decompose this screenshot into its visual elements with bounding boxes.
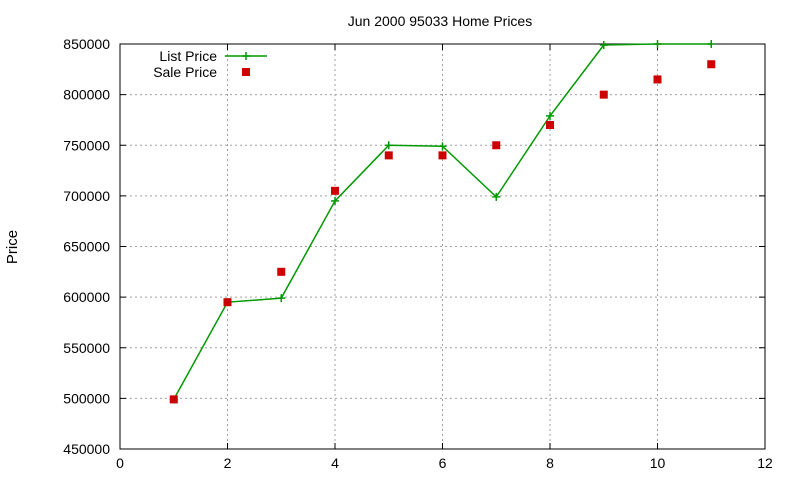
data-point — [492, 141, 501, 150]
data-point — [384, 151, 393, 160]
data-point — [653, 40, 662, 48]
y-tick-label: 450000 — [63, 441, 110, 457]
y-tick-label: 800000 — [63, 87, 110, 103]
series-line — [173, 43, 712, 400]
data-point — [277, 267, 286, 276]
data-point — [546, 121, 554, 129]
legend-swatch-marker — [242, 68, 250, 76]
series-layer — [169, 40, 716, 404]
x-tick-label: 2 — [224, 455, 232, 471]
legend-item: Sale Price — [153, 64, 250, 80]
x-tick-label: 0 — [116, 455, 124, 471]
y-tick-label: 550000 — [63, 340, 110, 356]
y-tick-label: 700000 — [63, 188, 110, 204]
data-point — [492, 192, 501, 201]
data-point — [438, 142, 447, 151]
x-tick-label: 6 — [439, 455, 447, 471]
data-point — [331, 186, 339, 195]
y-tick-label: 850000 — [63, 36, 110, 52]
data-point — [438, 151, 447, 160]
y-tick-label: 500000 — [63, 390, 110, 406]
legend-label: Sale Price — [153, 64, 217, 80]
legend-label: List Price — [159, 48, 217, 64]
data-point — [546, 111, 554, 120]
data-point — [599, 41, 608, 50]
y-tick-label: 750000 — [63, 137, 110, 153]
grid-layer — [120, 44, 765, 449]
chart-title: Jun 2000 95033 Home Prices — [348, 13, 532, 29]
data-point — [599, 90, 608, 99]
data-point — [277, 294, 286, 303]
y-tick-label: 600000 — [63, 289, 110, 305]
y-tick-label: 650000 — [63, 239, 110, 255]
x-tick-label: 8 — [546, 455, 554, 471]
data-point — [223, 298, 232, 307]
x-tick-label: 12 — [757, 455, 773, 471]
data-point — [653, 75, 662, 84]
data-point — [707, 60, 716, 69]
axes-layer: 0 2 4 6 8 10 12 450000 500000 550000 600000 650000 7… — [63, 36, 773, 471]
x-tick-label: 4 — [331, 455, 339, 471]
x-tick-label: 10 — [650, 455, 666, 471]
data-point — [331, 196, 339, 205]
legend-item: List Price — [159, 48, 267, 64]
series-sale-price — [169, 60, 716, 404]
data-point — [707, 40, 716, 48]
y-axis-label: Price — [4, 230, 21, 264]
legend-swatch-marker — [242, 52, 250, 60]
data-point — [384, 141, 393, 150]
data-point — [169, 395, 178, 404]
